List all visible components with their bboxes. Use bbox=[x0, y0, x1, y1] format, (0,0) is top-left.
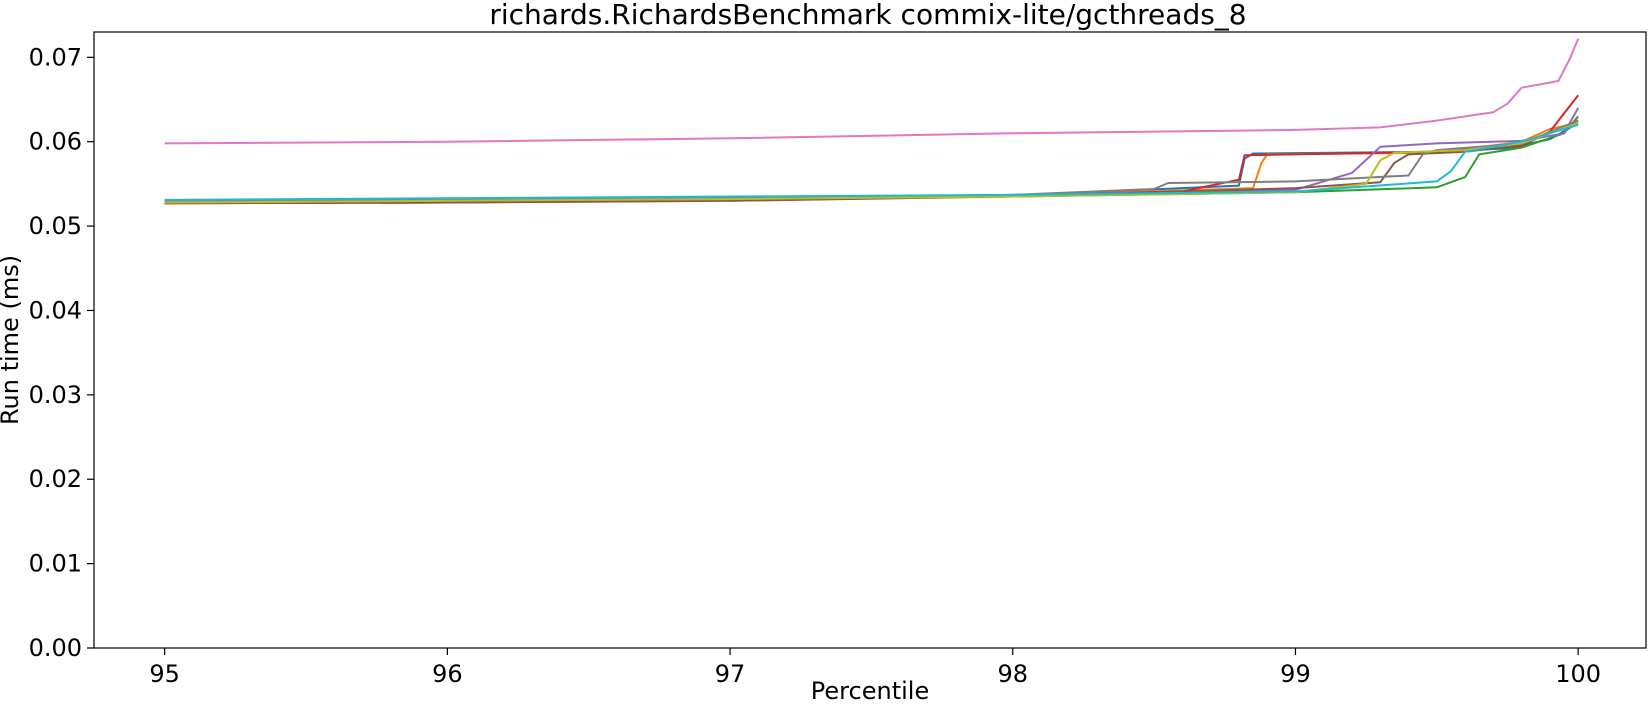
series-line-5 bbox=[164, 107, 1580, 203]
y-tick-label: 0.02 bbox=[29, 465, 82, 493]
y-axis-label: Run time (ms) bbox=[0, 255, 24, 425]
y-tick-label: 0.03 bbox=[29, 381, 82, 409]
series-line-6 bbox=[164, 119, 1579, 205]
x-tick-label: 100 bbox=[1555, 660, 1601, 688]
chart-title: richards.RichardsBenchmark commix-lite/g… bbox=[489, 0, 1246, 31]
x-axis: 95 96 97 98 99 100 bbox=[149, 648, 1601, 688]
x-tick-label: 99 bbox=[1280, 660, 1311, 688]
y-tick-label: 0.07 bbox=[29, 43, 82, 71]
series-group bbox=[164, 38, 1580, 205]
y-tick-label: 0.05 bbox=[29, 212, 82, 240]
y-tick-label: 0.06 bbox=[29, 128, 82, 156]
series-line-10 bbox=[164, 123, 1579, 201]
x-axis-label: Percentile bbox=[811, 677, 929, 705]
y-tick-label: 0.01 bbox=[29, 550, 82, 578]
x-tick-label: 98 bbox=[997, 660, 1028, 688]
x-tick-label: 96 bbox=[432, 660, 463, 688]
x-tick-label: 97 bbox=[715, 660, 746, 688]
y-axis: 0.00 0.01 0.02 0.03 0.04 0.05 0.06 0.07 bbox=[29, 43, 94, 662]
plot-area-frame bbox=[93, 31, 1647, 649]
series-line-7 bbox=[164, 38, 1580, 145]
y-tick-label: 0.00 bbox=[29, 634, 82, 662]
x-tick-label: 95 bbox=[149, 660, 180, 688]
y-tick-label: 0.04 bbox=[29, 296, 82, 324]
